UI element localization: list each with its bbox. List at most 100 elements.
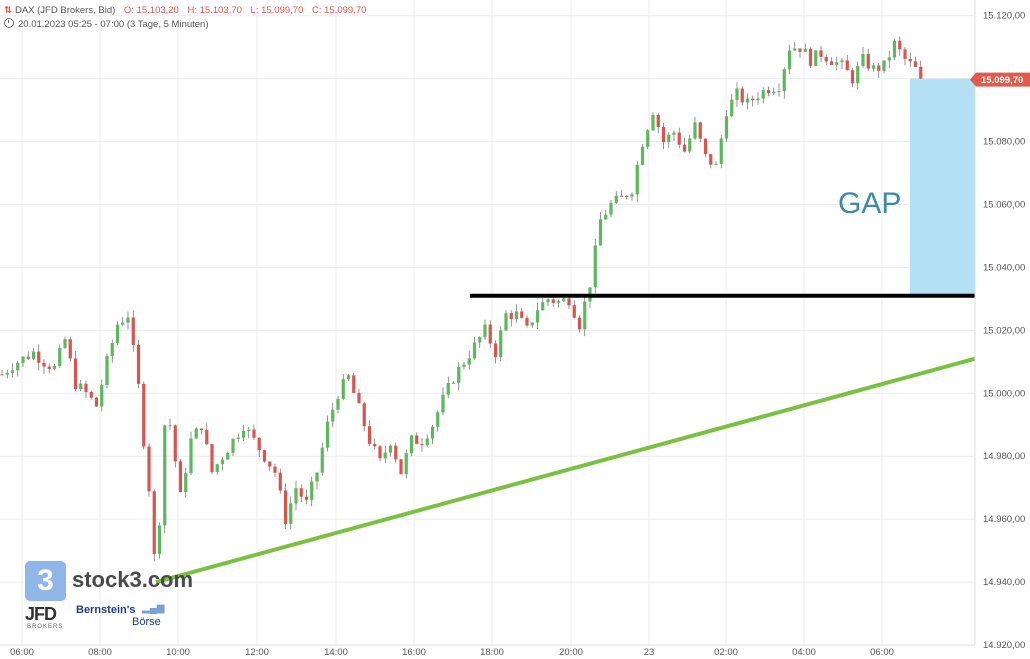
- candle-body: [850, 70, 855, 84]
- candle-body: [730, 99, 734, 117]
- candle-body: [787, 50, 792, 70]
- candle-body: [37, 351, 41, 363]
- y-tick-label: 15.080,00: [983, 137, 1025, 148]
- candle-body: [499, 330, 503, 358]
- candle-body: [856, 65, 860, 84]
- candle-body: [420, 443, 424, 446]
- candle-body: [866, 53, 870, 69]
- candle-body: [567, 298, 571, 306]
- candle-body: [394, 445, 398, 460]
- candle-body: [357, 392, 361, 404]
- y-tick-label: 15.060,00: [983, 200, 1025, 211]
- candle-body: [472, 342, 477, 359]
- time-range: 20.01.2023 05:25 - 07:00: [18, 19, 125, 30]
- candle-body: [252, 429, 256, 438]
- candle-body: [766, 90, 771, 94]
- low-value: L: 15.099,70: [250, 5, 304, 16]
- instrument-name: DAX (JFD Brokers, Bid): [14, 5, 116, 16]
- candle-body: [446, 382, 450, 395]
- candle-body: [908, 59, 912, 62]
- candle-body: [840, 60, 844, 63]
- candle-body: [829, 61, 834, 65]
- candle-body: [451, 382, 456, 384]
- period-label: (3 Tage, 5 Minuten): [126, 19, 209, 30]
- candle-body: [215, 464, 219, 473]
- candle-body: [142, 383, 146, 447]
- candle-body: [352, 375, 356, 393]
- bars-icon: ▂▄▆: [142, 603, 165, 614]
- candle-body: [63, 339, 67, 348]
- y-tick-label: 14.920,00: [983, 640, 1025, 651]
- candle-body: [100, 384, 104, 407]
- candle-body: [58, 347, 62, 366]
- candle-body: [745, 98, 750, 103]
- candle-body: [205, 430, 209, 445]
- candle-body: [882, 60, 886, 71]
- candle-body: [667, 134, 671, 143]
- candle-body: [782, 69, 786, 92]
- candle-body: [294, 488, 298, 504]
- candle-body: [26, 356, 30, 359]
- candle-body: [341, 379, 345, 399]
- candle-body: [525, 317, 529, 326]
- candle-body: [226, 452, 230, 460]
- x-tick-label: 10:00: [166, 647, 190, 658]
- candle-body: [625, 195, 629, 197]
- candle-body: [178, 461, 183, 493]
- candle-body: [514, 311, 519, 320]
- candle-body: [703, 138, 708, 155]
- last-price-tag-arrow: [970, 72, 976, 87]
- candle-body: [415, 435, 419, 444]
- candle-body: [457, 366, 461, 383]
- y-tick-label: 14.940,00: [983, 577, 1025, 588]
- x-tick-label: 12:00: [245, 647, 269, 658]
- candle-body: [220, 459, 225, 465]
- candle-body: [688, 138, 692, 152]
- chart-header-range: 20.01.2023 05:25 - 07:00 (3 Tage, 5 Minu…: [4, 18, 209, 30]
- candle-body: [493, 343, 498, 358]
- candle-body: [131, 317, 135, 345]
- x-tick-label: 23: [644, 647, 655, 658]
- candle-body: [247, 429, 251, 431]
- candle-body: [583, 301, 587, 330]
- candle-body: [441, 394, 445, 413]
- candle-body: [903, 49, 907, 60]
- candle-body: [677, 132, 681, 145]
- candle-body: [483, 324, 487, 338]
- candle-body: [604, 214, 608, 220]
- candle-body: [110, 343, 114, 357]
- candle-body: [283, 490, 288, 524]
- candle-body: [404, 453, 408, 475]
- candle-body: [535, 310, 540, 323]
- candle-body: [199, 428, 204, 431]
- candle-body: [682, 144, 687, 152]
- candle-body: [504, 313, 508, 331]
- candle-body: [541, 302, 545, 311]
- candle-body: [257, 437, 261, 451]
- candle-body: [383, 452, 387, 459]
- candle-body: [10, 370, 15, 373]
- y-tick-label: 15.020,00: [983, 325, 1025, 336]
- candle-body: [194, 428, 198, 439]
- candle-body: [488, 324, 492, 344]
- candle-body: [126, 317, 130, 323]
- candle-body: [577, 317, 582, 330]
- candle-body: [231, 438, 235, 453]
- candle-body: [168, 425, 172, 427]
- candle-body: [425, 438, 429, 446]
- gap-zone: [910, 78, 975, 296]
- stock3-logo-text: stock3.com: [72, 567, 194, 592]
- candle-body: [325, 421, 330, 448]
- candle-body: [5, 372, 9, 375]
- last-price-tag: [976, 72, 1030, 87]
- candle-body: [73, 358, 78, 390]
- candle-body: [105, 356, 109, 385]
- candle-body: [189, 438, 193, 474]
- candle-body: [157, 525, 162, 554]
- candle-body: [289, 503, 293, 524]
- candle-body: [724, 116, 729, 139]
- candle-body: [877, 65, 881, 71]
- candle-body: [530, 322, 534, 326]
- candle-body: [651, 114, 655, 131]
